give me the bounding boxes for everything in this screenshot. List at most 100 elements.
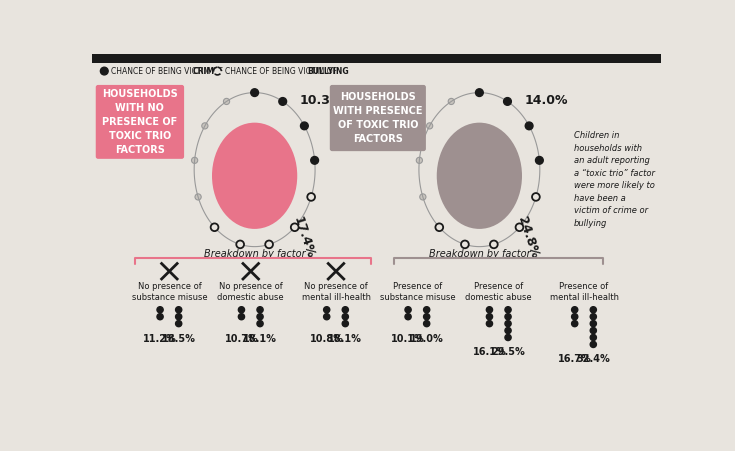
Text: 10.3%: 10.3% [299,94,343,107]
Circle shape [157,313,163,320]
Circle shape [590,307,596,313]
Text: 24.8%: 24.8% [515,215,541,260]
Circle shape [343,321,348,327]
Circle shape [265,240,273,248]
FancyBboxPatch shape [330,85,426,151]
Text: CRIME: CRIME [193,67,220,76]
Circle shape [101,67,108,75]
Text: 18.5%: 18.5% [162,334,196,344]
Circle shape [211,223,218,231]
Circle shape [423,321,430,327]
Text: No presence of
mental ill-health: No presence of mental ill-health [301,282,370,302]
Text: No presence of
substance misuse: No presence of substance misuse [132,282,207,302]
Circle shape [257,321,263,327]
Text: Presence of
domestic abuse: Presence of domestic abuse [465,282,532,302]
Circle shape [461,240,469,248]
Circle shape [487,321,492,327]
Circle shape [214,67,221,75]
Text: Breakdown by factor: Breakdown by factor [429,249,530,259]
Circle shape [590,321,596,327]
Circle shape [503,97,512,105]
Ellipse shape [437,123,522,229]
Ellipse shape [212,123,297,229]
Text: 19.0%: 19.0% [410,334,443,344]
Circle shape [532,193,539,201]
Circle shape [343,307,348,313]
Circle shape [448,98,454,105]
Circle shape [423,307,430,313]
Circle shape [343,313,348,320]
Circle shape [515,223,523,231]
Circle shape [176,307,182,313]
Text: 18.1%: 18.1% [329,334,362,344]
Circle shape [223,98,229,105]
Text: CHANCE OF BEING VICTIM OF: CHANCE OF BEING VICTIM OF [111,67,226,76]
Text: 14.0%: 14.0% [524,94,567,107]
Circle shape [157,307,163,313]
Circle shape [192,157,198,163]
Circle shape [536,156,543,164]
Circle shape [416,157,423,163]
Circle shape [257,307,263,313]
Circle shape [420,194,426,200]
Circle shape [301,122,308,130]
Text: Breakdown by factor: Breakdown by factor [204,249,306,259]
Circle shape [505,307,511,313]
Circle shape [176,313,182,320]
Circle shape [487,307,492,313]
Circle shape [526,122,533,130]
Text: BULLYING: BULLYING [307,67,349,76]
Text: No presence of
domestic abuse: No presence of domestic abuse [218,282,284,302]
Text: Presence of
mental ill-health: Presence of mental ill-health [550,282,618,302]
Circle shape [572,307,578,313]
Circle shape [505,321,511,327]
Circle shape [590,341,596,347]
Circle shape [590,313,596,320]
Circle shape [423,313,430,320]
Circle shape [195,194,201,200]
Text: 16.7%: 16.7% [558,354,592,364]
Text: 10.8%: 10.8% [309,334,344,344]
Circle shape [572,313,578,320]
Circle shape [311,156,318,164]
Circle shape [505,327,511,334]
Circle shape [590,334,596,341]
Circle shape [490,240,498,248]
Circle shape [590,327,596,334]
Circle shape [279,97,287,105]
Circle shape [572,321,578,327]
Circle shape [487,313,492,320]
Circle shape [257,313,263,320]
Text: 11.2%: 11.2% [143,334,177,344]
Text: HOUSEHOLDS
WITH NO
PRESENCE OF
TOXIC TRIO
FACTORS: HOUSEHOLDS WITH NO PRESENCE OF TOXIC TRI… [102,89,178,155]
Text: Children in
households with
an adult reporting
a “toxic trio” factor
were more l: Children in households with an adult rep… [574,131,655,228]
Circle shape [435,223,443,231]
Text: 10.1%: 10.1% [391,334,425,344]
Circle shape [405,307,411,313]
Circle shape [291,223,298,231]
Circle shape [323,313,330,320]
Circle shape [236,240,244,248]
Circle shape [405,313,411,320]
Circle shape [323,307,330,313]
Circle shape [238,307,245,313]
Text: 29.5%: 29.5% [491,347,525,358]
Circle shape [307,193,315,201]
Text: 10.7%: 10.7% [225,334,258,344]
Text: 18.1%: 18.1% [243,334,277,344]
Text: 16.1%: 16.1% [473,347,506,358]
Text: 17.4%: 17.4% [290,215,316,261]
Circle shape [426,123,433,129]
Text: 32.4%: 32.4% [576,354,610,364]
Circle shape [251,89,259,97]
Circle shape [476,89,483,97]
Text: CHANCE OF BEING VICTIM OF: CHANCE OF BEING VICTIM OF [225,67,340,76]
Text: Presence of
substance misuse: Presence of substance misuse [379,282,455,302]
FancyBboxPatch shape [92,54,662,63]
FancyBboxPatch shape [96,85,184,159]
Circle shape [238,313,245,320]
Text: HOUSEHOLDS
WITH PRESENCE
OF TOXIC TRIO
FACTORS: HOUSEHOLDS WITH PRESENCE OF TOXIC TRIO F… [333,92,423,144]
Circle shape [505,313,511,320]
Circle shape [176,321,182,327]
Circle shape [505,334,511,341]
